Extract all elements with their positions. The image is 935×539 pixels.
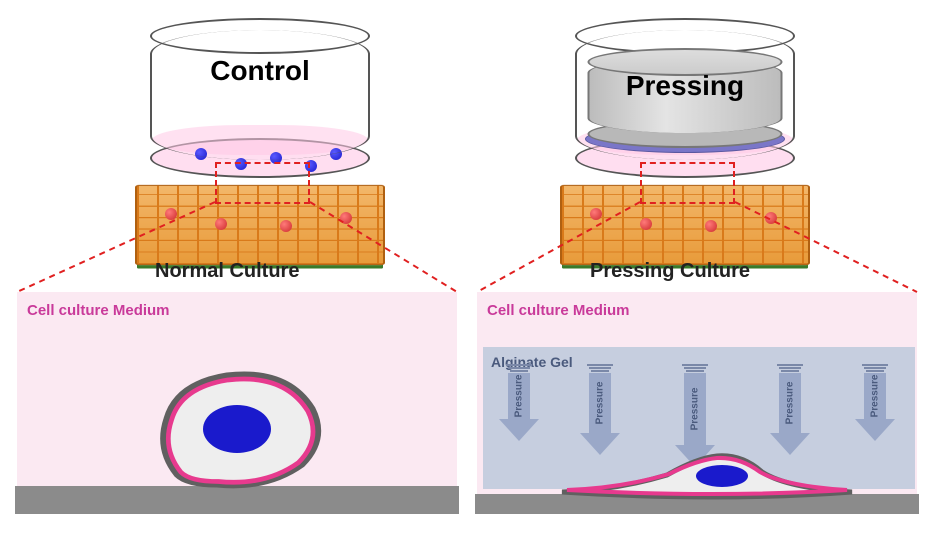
dot-red xyxy=(340,212,352,224)
pressing-group: Pressing xyxy=(495,20,875,240)
control-group: Control xyxy=(70,20,450,240)
pressure-arrow: Pressure xyxy=(499,364,539,441)
dot-red xyxy=(765,212,777,224)
top-row: Control Pressing xyxy=(0,20,935,240)
pressing-culture-title: Pressing Culture xyxy=(590,260,750,283)
panel-normal: Cell culture Medium xyxy=(17,292,457,514)
dot-red xyxy=(165,208,177,220)
pressing-label: Pressing xyxy=(626,70,744,102)
pressure-label: Pressure xyxy=(785,382,796,425)
control-label: Control xyxy=(210,55,310,87)
dot-red xyxy=(280,220,292,232)
pressure-label: Pressure xyxy=(870,375,881,418)
pressure-arrow: Pressure xyxy=(855,364,895,441)
dot-red xyxy=(705,220,717,232)
culture-dish xyxy=(150,30,370,180)
medium-label: Cell culture Medium xyxy=(487,302,630,319)
medium-label: Cell culture Medium xyxy=(27,302,170,319)
callout-box xyxy=(215,162,310,204)
normal-culture-title: Normal Culture xyxy=(155,260,299,283)
panel-pressing: Cell culture Medium Alginate Gel Pressur… xyxy=(477,292,917,514)
dot-red xyxy=(640,218,652,230)
pressure-label: Pressure xyxy=(595,382,606,425)
callout-box xyxy=(640,162,735,204)
pressure-label: Pressure xyxy=(514,375,525,418)
cell-normal xyxy=(147,364,327,494)
dot-red xyxy=(215,218,227,230)
pressure-label: Pressure xyxy=(690,388,701,431)
dot-red xyxy=(590,208,602,220)
cell-pressed xyxy=(557,430,857,500)
